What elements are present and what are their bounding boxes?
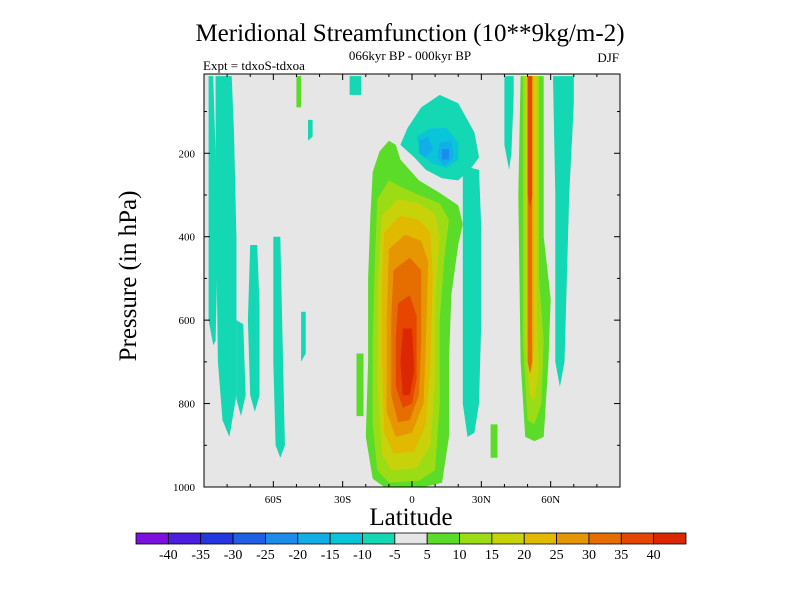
colorbar-label: 5 — [424, 548, 431, 563]
colorbar-label: -15 — [321, 548, 340, 563]
region-sh-poleward-left — [208, 76, 218, 346]
y-tick-label: 200 — [179, 148, 196, 160]
colorbar-label: -20 — [288, 548, 307, 563]
contour-regions — [208, 76, 574, 487]
colorbar-swatch — [459, 532, 493, 545]
region-sh-speck-1 — [301, 311, 306, 362]
colorbar-swatch — [653, 532, 687, 545]
colorbar-swatch — [167, 532, 202, 545]
region-sh-speck-2 — [308, 119, 313, 141]
colorbar-label: 35 — [614, 548, 628, 563]
x-tick-label: 60S — [265, 494, 282, 506]
colorbar-label: 25 — [550, 548, 564, 563]
colorbar-label: -25 — [256, 548, 275, 563]
y-tick-label: 400 — [179, 232, 196, 244]
region-sh-band-c — [247, 245, 260, 412]
region-nh-left-neg — [504, 76, 514, 170]
x-axis-label: Latitude — [369, 504, 452, 531]
experiment-label: Expt = tdxoS-tdxoa — [203, 58, 305, 73]
colorbar-swatch — [588, 532, 622, 545]
colorbar-label: 40 — [647, 548, 661, 563]
region-upper-neg-e — [442, 149, 449, 160]
region-hadley-core — [400, 328, 415, 396]
region-subsidence-left-strip — [356, 353, 364, 417]
colorbar-label: 15 — [485, 548, 499, 563]
colorbar-swatch — [394, 532, 428, 545]
colorbar-swatch — [297, 532, 331, 545]
colorbar-swatch — [362, 532, 396, 545]
colorbar-swatch — [200, 532, 234, 545]
region-nh-speck — [490, 424, 498, 458]
colorbar-swatch — [491, 532, 525, 545]
colorbar-swatch — [523, 532, 557, 545]
colorbar-swatch — [265, 532, 299, 545]
colorbar-swatch — [426, 532, 460, 545]
x-tick-label: 60N — [541, 494, 560, 506]
region-nh-sub-neg — [462, 165, 482, 437]
colorbar: -40 -35 -30 -25 -20 -15 -10 -5 5 10 15 20 25 30 35 40 — [135, 532, 687, 563]
x-tick-label: 30N — [472, 494, 491, 506]
x-axis-ticks: 60S 30S 0 30N 60N — [226, 74, 598, 506]
colorbar-swatch — [135, 532, 169, 545]
region-upper-neg-c — [418, 136, 433, 158]
region-top-speck — [296, 76, 302, 108]
region-sh-band-b — [236, 320, 246, 417]
region-sh-band-d — [273, 236, 285, 458]
plot-area: 60S 30S 0 30N 60N 200 400 600 800 1000 — [173, 73, 621, 506]
colorbar-label: -5 — [389, 548, 401, 563]
y-axis-label: Pressure (in hPa) — [115, 191, 142, 362]
colorbar-swatch — [232, 532, 266, 545]
colorbar-label: -10 — [353, 548, 372, 563]
y-tick-label: 600 — [179, 315, 196, 327]
colorbar-label: -30 — [224, 548, 243, 563]
y-tick-label: 800 — [179, 399, 196, 411]
chart-subtitle: 066kyr BP - 000kyr BP — [349, 48, 471, 63]
region-sh-speck-3 — [349, 76, 362, 95]
region-nh-far-band — [553, 76, 574, 387]
x-tick-label: 0 — [409, 494, 415, 506]
colorbar-label: 20 — [517, 548, 531, 563]
y-tick-label: 1000 — [173, 482, 196, 494]
region-sh-band-a — [215, 76, 237, 437]
colorbar-label: 10 — [453, 548, 467, 563]
colorbar-label: 30 — [582, 548, 596, 563]
x-tick-label: 30S — [334, 494, 351, 506]
colorbar-label: -35 — [191, 548, 210, 563]
colorbar-swatch — [556, 532, 590, 545]
season-label: DJF — [597, 50, 619, 65]
colorbar-label: -40 — [159, 548, 178, 563]
chart-title: Meridional Streamfunction (10**9kg/m-2) — [195, 20, 624, 47]
colorbar-swatch — [329, 532, 363, 545]
region-nh-jet-l6 — [527, 76, 533, 208]
colorbar-swatch — [620, 532, 655, 545]
y-axis-ticks: 200 400 600 800 1000 — [173, 111, 620, 494]
